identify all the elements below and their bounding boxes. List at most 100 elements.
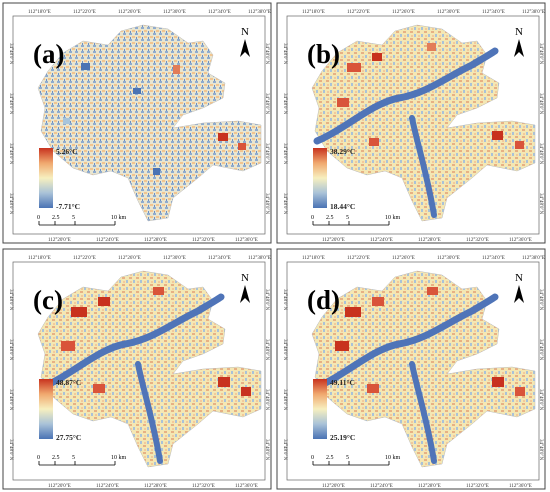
study-area-map: [37, 24, 262, 222]
tick-label: 34°48'0"N: [8, 93, 13, 114]
tick-label: 112°34'0"E: [482, 256, 505, 261]
legend-max: 38.29°C: [330, 147, 355, 156]
tick-label: 34°48'0"N: [538, 43, 543, 64]
tick-label: 112°18'0"E: [302, 256, 325, 261]
tick-label: 112°34'0"E: [482, 10, 505, 15]
legend-max: 48.87°C: [56, 378, 81, 387]
color-legend: 5.26°C -7.71°C: [39, 147, 80, 211]
tick-label: 34°48'0"N: [282, 439, 287, 460]
legend-min: 18.44°C: [330, 202, 355, 211]
tick-label: 34°48'0"N: [8, 389, 13, 410]
tick-label: 112°20'0"E: [48, 484, 71, 489]
tick-label: 112°36'0"E: [509, 238, 532, 243]
tick-label: 34°48'0"N: [538, 93, 543, 114]
tick-label: 112°30'0"E: [163, 256, 186, 261]
tick-label: 34°48'0"N: [282, 193, 287, 214]
map-panel-b: 112°18'0"E 112°22'0"E 112°26'0"E 112°30'…: [276, 2, 546, 244]
study-area-map: [37, 270, 262, 468]
tick-label: 112°28'0"E: [418, 238, 441, 243]
bottom-coordinate-ticks: 112°20'0"E 112°24'0"E 112°28'0"E 112°32'…: [48, 238, 258, 243]
tick-label: 112°36'0"E: [235, 238, 258, 243]
map-frame: [286, 15, 540, 235]
legend-ramp: [39, 148, 53, 208]
scale-label: 10 km: [111, 455, 127, 461]
map-panel-a: 112°18'0"E 112°22'0"E 112°26'0"E 112°30'…: [2, 2, 272, 244]
map-frame: [12, 15, 266, 235]
scale-bar: 0 2.5 5 10 km: [311, 455, 401, 466]
legend-max: 5.26°C: [56, 147, 78, 156]
tick-label: 34°48'0"N: [282, 339, 287, 360]
scale-label: 0: [311, 455, 314, 461]
tick-label: 34°48'0"N: [8, 143, 13, 164]
river: [313, 47, 499, 218]
tick-label: 112°26'0"E: [392, 256, 415, 261]
right-coordinate-ticks: 34°48'0"N 34°48'0"N 34°48'0"N 34°48'0"N: [264, 289, 269, 460]
tick-label: 112°38'0"E: [248, 256, 271, 261]
scale-label: 10 km: [111, 215, 127, 221]
north-label: N: [241, 26, 249, 38]
legend-min: 25.19°C: [330, 433, 355, 442]
tick-label: 112°38'0"E: [522, 10, 545, 15]
bottom-coordinate-ticks: 112°20'0"E 112°24'0"E 112°28'0"E 112°32'…: [322, 484, 532, 489]
tick-label: 112°30'0"E: [437, 256, 460, 261]
study-area-map: [311, 270, 536, 468]
map-frame: [286, 261, 540, 481]
scale-label: 2.5: [52, 215, 60, 221]
bottom-coordinate-ticks: 112°20'0"E 112°24'0"E 112°28'0"E 112°32'…: [48, 484, 258, 489]
tick-label: 34°48'0"N: [264, 289, 269, 310]
right-coordinate-ticks: 34°48'0"N 34°48'0"N 34°48'0"N 34°48'0"N: [264, 43, 269, 214]
tick-label: 112°34'0"E: [208, 256, 231, 261]
tick-label: 34°48'0"N: [264, 143, 269, 164]
tick-label: 34°48'0"N: [8, 439, 13, 460]
tick-label: 112°20'0"E: [322, 238, 345, 243]
tick-label: 34°48'0"N: [264, 193, 269, 214]
top-coordinate-ticks: 112°18'0"E 112°22'0"E 112°26'0"E 112°30'…: [302, 256, 545, 261]
color-legend: 38.29°C 18.44°C: [313, 147, 355, 211]
tick-label: 112°26'0"E: [392, 10, 415, 15]
tick-label: 112°22'0"E: [73, 256, 96, 261]
tick-label: 112°32'0"E: [192, 238, 215, 243]
legend-max: 49.11°C: [330, 378, 355, 387]
tick-label: 112°26'0"E: [118, 10, 141, 15]
legend-ramp: [39, 379, 53, 439]
north-arrow: N: [514, 26, 524, 57]
scale-label: 2.5: [52, 455, 60, 461]
map-panel-d: 112°18'0"E 112°22'0"E 112°26'0"E 112°30'…: [276, 248, 546, 490]
panel-label: (a): [33, 39, 64, 69]
top-coordinate-ticks: 112°18'0"E 112°22'0"E 112°26'0"E 112°30'…: [28, 10, 271, 15]
tick-label: 34°48'0"N: [8, 193, 13, 214]
tick-label: 34°48'0"N: [8, 339, 13, 360]
right-coordinate-ticks: 34°48'0"N 34°48'0"N 34°48'0"N 34°48'0"N: [538, 289, 543, 460]
legend-ramp: [313, 379, 327, 439]
scale-bar: 0 2.5 5 10 km: [311, 215, 401, 226]
tick-label: 112°18'0"E: [28, 10, 51, 15]
tick-label: 112°38'0"E: [248, 10, 271, 15]
tick-label: 34°48'0"N: [538, 193, 543, 214]
study-area-map: [311, 24, 536, 222]
legend-min: -7.71°C: [56, 202, 80, 211]
tick-label: 112°18'0"E: [28, 256, 51, 261]
tick-label: 34°48'0"N: [264, 439, 269, 460]
scale-label: 10 km: [385, 215, 401, 221]
left-coordinate-ticks: 34°48'0"N 34°48'0"N 34°48'0"N 34°48'0"N: [8, 289, 13, 460]
scale-bar: 0 2.5 5 10 km: [37, 455, 127, 466]
tick-label: 34°48'0"N: [538, 439, 543, 460]
tick-label: 112°22'0"E: [73, 10, 96, 15]
tick-label: 34°48'0"N: [8, 43, 13, 64]
tick-label: 34°48'0"N: [538, 389, 543, 410]
tick-label: 112°34'0"E: [208, 10, 231, 15]
river: [313, 293, 499, 464]
scale-label: 2.5: [326, 215, 334, 221]
tick-label: 34°48'0"N: [282, 93, 287, 114]
tick-label: 34°48'0"N: [264, 93, 269, 114]
tick-label: 112°24'0"E: [96, 238, 119, 243]
tick-label: 34°48'0"N: [538, 339, 543, 360]
north-arrow-icon: [514, 285, 524, 303]
panel-label: (d): [307, 285, 340, 315]
tick-label: 112°28'0"E: [418, 484, 441, 489]
river: [39, 293, 225, 464]
north-arrow-icon: [240, 39, 250, 57]
tick-label: 112°32'0"E: [192, 484, 215, 489]
tick-label: 34°48'0"N: [282, 43, 287, 64]
tick-label: 34°48'0"N: [8, 289, 13, 310]
